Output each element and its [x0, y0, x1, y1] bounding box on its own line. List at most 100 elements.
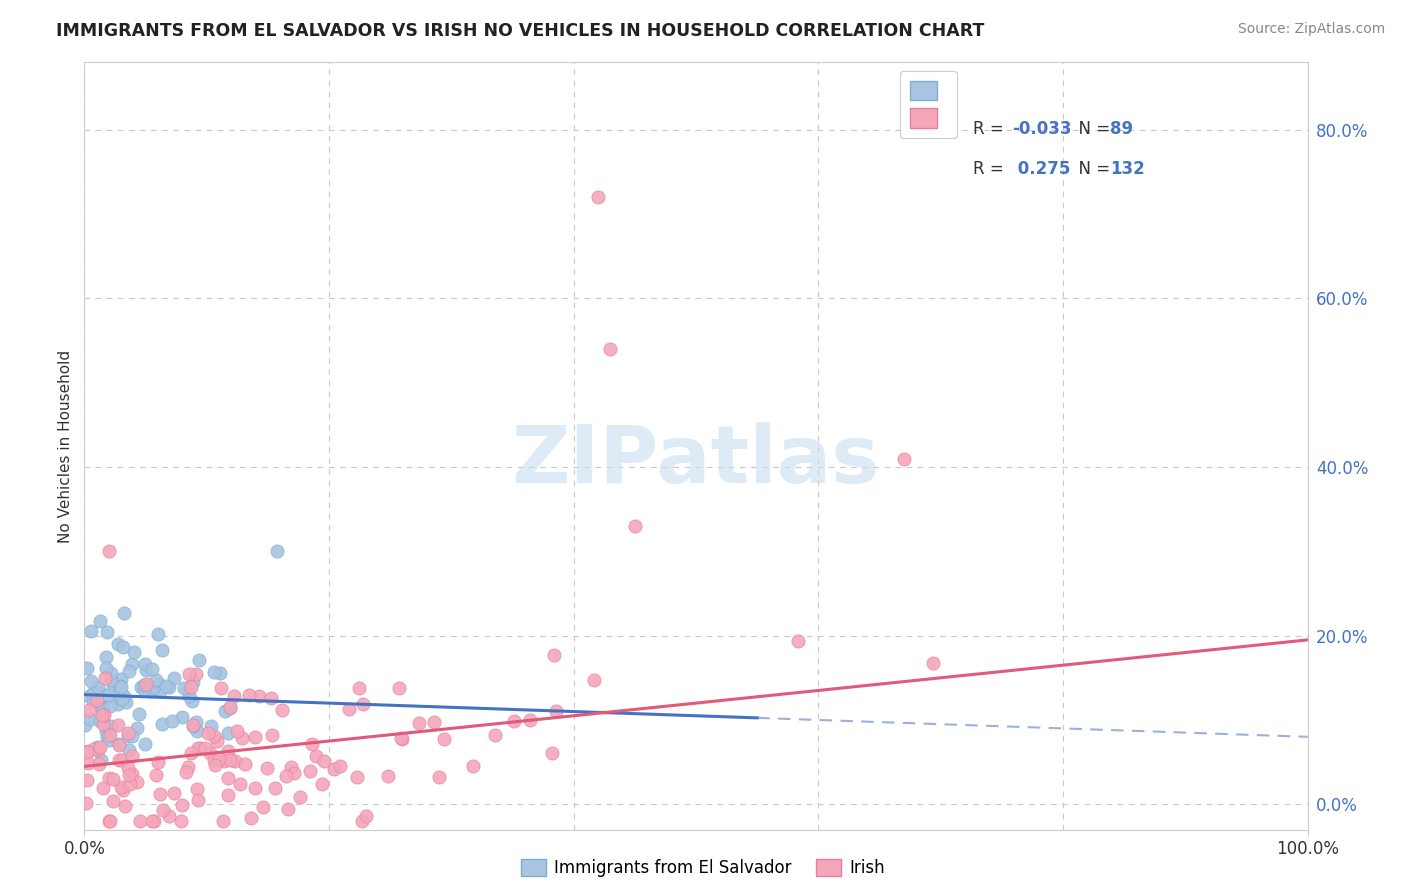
- Point: [112, 783, 135, 797]
- Point: [100, 673, 122, 687]
- Point: [135, 664, 157, 678]
- Point: [118, 743, 141, 757]
- Point: [76, 772, 98, 787]
- Point: [98, 728, 121, 742]
- Point: [139, 684, 162, 698]
- Point: [87, 680, 110, 694]
- Point: [121, 657, 143, 671]
- Point: [114, 799, 136, 814]
- Point: [181, 717, 204, 731]
- Point: [76, 756, 98, 771]
- Point: [89, 615, 111, 629]
- Point: [96, 730, 118, 744]
- Point: [181, 719, 204, 733]
- Point: [91, 717, 114, 731]
- Point: [177, 760, 200, 774]
- Point: [219, 701, 242, 715]
- Point: [311, 777, 333, 791]
- Point: [260, 728, 283, 742]
- Point: [149, 684, 172, 698]
- Point: [283, 765, 305, 780]
- Point: [80, 673, 103, 688]
- Point: [86, 693, 108, 707]
- Point: [277, 802, 299, 816]
- Point: [280, 760, 302, 774]
- Point: [152, 803, 174, 817]
- Point: [107, 697, 129, 711]
- Point: [112, 606, 135, 620]
- Point: [100, 666, 122, 681]
- Point: [238, 688, 260, 702]
- Point: [129, 814, 152, 829]
- Legend: Immigrants from El Salvador, Irish: Immigrants from El Salvador, Irish: [515, 852, 891, 884]
- Text: R =: R =: [973, 160, 1008, 178]
- Point: [121, 749, 143, 764]
- Point: [546, 704, 568, 718]
- Point: [180, 680, 202, 694]
- Point: [184, 667, 207, 681]
- Point: [264, 780, 287, 795]
- Point: [83, 685, 105, 699]
- Point: [219, 753, 242, 767]
- Point: [177, 666, 200, 681]
- Text: N =: N =: [1069, 120, 1115, 137]
- Point: [145, 673, 167, 687]
- Point: [352, 698, 374, 712]
- Point: [301, 738, 323, 752]
- Point: [582, 673, 605, 687]
- Text: IMMIGRANTS FROM EL SALVADOR VS IRISH NO VEHICLES IN HOUSEHOLD CORRELATION CHART: IMMIGRANTS FROM EL SALVADOR VS IRISH NO …: [56, 22, 984, 40]
- Point: [142, 814, 165, 829]
- Point: [148, 676, 170, 690]
- Point: [163, 671, 186, 685]
- Point: [204, 758, 226, 772]
- Point: [212, 754, 235, 768]
- Point: [186, 724, 208, 739]
- Point: [461, 759, 484, 773]
- Point: [82, 694, 104, 708]
- Point: [276, 769, 298, 783]
- Point: [893, 451, 915, 466]
- Point: [198, 746, 221, 760]
- Point: [86, 740, 108, 755]
- Point: [194, 740, 217, 755]
- Point: [89, 740, 111, 755]
- Point: [624, 519, 647, 533]
- Point: [202, 665, 225, 679]
- Point: [101, 690, 124, 704]
- Point: [186, 715, 208, 730]
- Point: [217, 771, 239, 785]
- Point: [87, 743, 110, 757]
- Point: [422, 714, 444, 729]
- Point: [290, 790, 312, 805]
- Point: [107, 718, 129, 732]
- Point: [350, 814, 373, 829]
- Text: Source: ZipAtlas.com: Source: ZipAtlas.com: [1237, 22, 1385, 37]
- Text: 0.275: 0.275: [1012, 160, 1070, 178]
- Point: [127, 721, 149, 735]
- Point: [114, 694, 136, 708]
- Point: [94, 649, 117, 664]
- Point: [97, 733, 120, 747]
- Text: R =: R =: [973, 120, 1008, 137]
- Point: [429, 770, 451, 784]
- Point: [142, 681, 165, 696]
- Point: [208, 752, 231, 766]
- Point: [93, 671, 115, 685]
- Point: [110, 672, 132, 686]
- Point: [346, 770, 368, 784]
- Point: [197, 726, 219, 740]
- Point: [87, 756, 110, 771]
- Point: [146, 755, 169, 769]
- Point: [134, 657, 156, 672]
- Point: [149, 787, 172, 801]
- Point: [112, 689, 135, 703]
- Point: [101, 681, 124, 695]
- Point: [117, 726, 139, 740]
- Point: [91, 702, 114, 716]
- Point: [337, 702, 360, 716]
- Point: [146, 627, 169, 641]
- Point: [150, 643, 173, 657]
- Point: [314, 755, 336, 769]
- Point: [540, 746, 562, 760]
- Point: [484, 728, 506, 742]
